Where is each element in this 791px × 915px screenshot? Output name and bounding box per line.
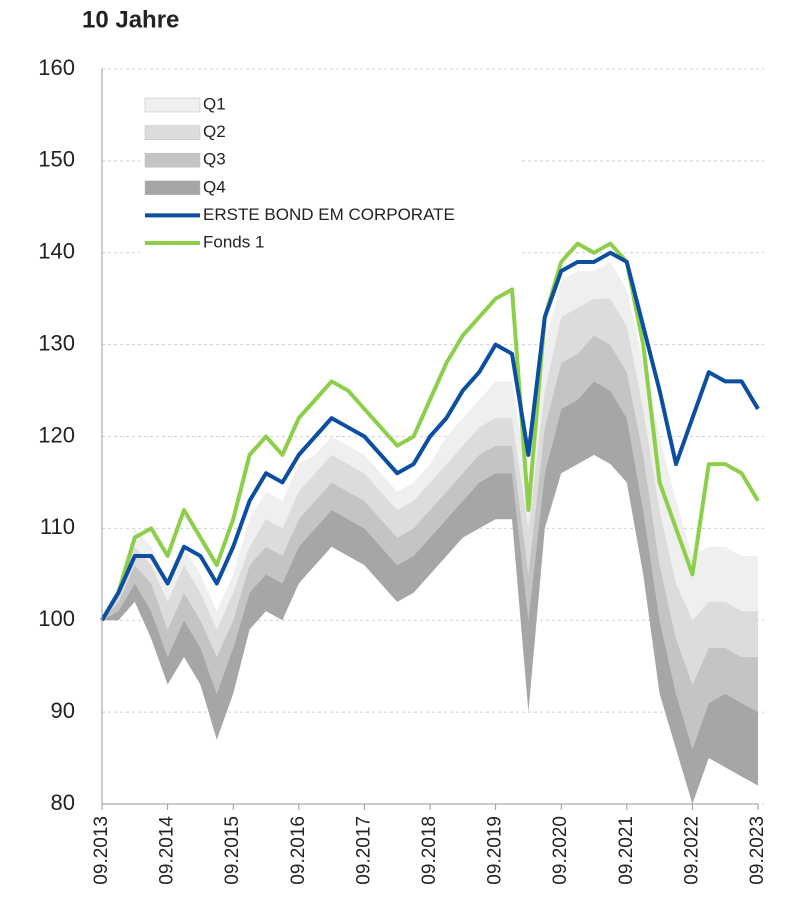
y-tick-label: 130 xyxy=(38,330,75,355)
legend-label: Q2 xyxy=(203,122,226,141)
y-tick-label: 150 xyxy=(38,147,75,172)
series-line xyxy=(100,250,760,622)
x-tick-label: 09.2022 xyxy=(681,816,702,885)
legend-swatch xyxy=(144,125,201,140)
legend-label: Q3 xyxy=(203,150,226,169)
x-tick-label: 09.2013 xyxy=(91,816,112,885)
band-area xyxy=(102,335,758,749)
y-tick-label: 120 xyxy=(38,422,75,447)
x-tick-label: 09.2015 xyxy=(222,816,243,885)
legend-label: ERSTE BOND EM CORPORATE xyxy=(203,205,455,224)
band-area xyxy=(102,381,758,804)
x-tick-label: 09.2021 xyxy=(616,816,637,885)
y-tick-label: 160 xyxy=(38,55,75,80)
x-tick-label: 09.2020 xyxy=(550,816,571,885)
y-tick-label: 100 xyxy=(38,606,75,631)
legend-label: Q1 xyxy=(203,94,226,113)
legend-label: Fonds 1 xyxy=(203,232,264,251)
legend-label: Q4 xyxy=(203,177,226,196)
y-tick-label: 140 xyxy=(38,239,75,264)
legend-swatch xyxy=(144,180,201,196)
x-tick-label: 09.2019 xyxy=(485,816,506,885)
chart-title: 10 Jahre xyxy=(82,6,179,33)
series-line xyxy=(100,241,760,622)
band-area xyxy=(102,298,758,685)
x-tick-label: 09.2017 xyxy=(353,816,374,885)
legend-swatch xyxy=(144,97,201,113)
x-tick-label: 09.2014 xyxy=(157,816,178,885)
x-tick-label: 09.2023 xyxy=(747,816,768,885)
y-tick-label: 80 xyxy=(51,790,75,815)
legend-swatch xyxy=(144,152,201,168)
band-area xyxy=(102,261,758,630)
y-tick-label: 90 xyxy=(51,698,75,723)
y-tick-label: 110 xyxy=(40,514,75,539)
x-tick-label: 09.2018 xyxy=(419,816,440,885)
legend-background xyxy=(140,91,520,263)
x-tick-label: 09.2016 xyxy=(288,816,309,885)
